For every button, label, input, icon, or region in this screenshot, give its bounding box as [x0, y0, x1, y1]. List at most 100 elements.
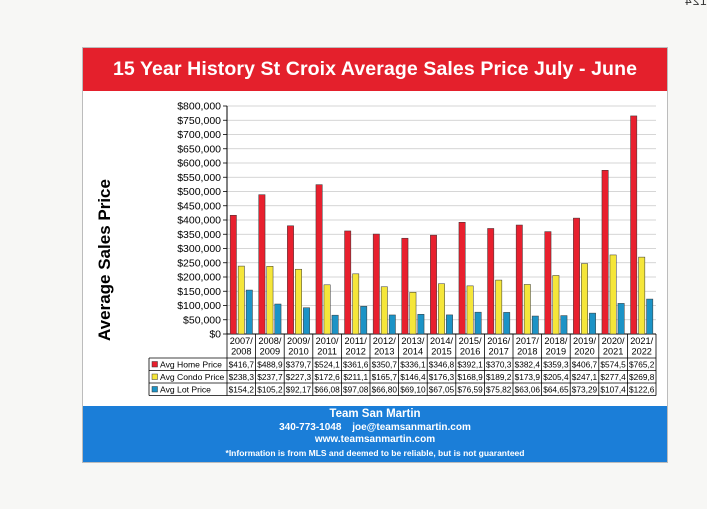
bar-avg-home-price: [229, 214, 237, 335]
bar-avg-home-price: [458, 222, 466, 335]
data-label: $76,59: [457, 385, 483, 395]
footer-banner: Team San Martin 340-773-1048 joe@teamsan…: [83, 406, 667, 462]
x-category-label: 2014/: [430, 336, 453, 346]
data-label: $237,7: [257, 372, 283, 382]
data-label: $92,17: [286, 385, 312, 395]
bar-avg-home-price: [315, 184, 323, 335]
x-category-label: 2013: [374, 347, 394, 357]
data-label: $205,4: [543, 372, 569, 382]
y-tick-label: $250,000: [177, 257, 221, 269]
data-label: $350,7: [372, 360, 398, 370]
data-label: $122,6: [629, 385, 655, 395]
data-label: $189,2: [486, 372, 512, 382]
data-label: $359,3: [543, 360, 569, 370]
data-label: $146,4: [400, 372, 426, 382]
data-label: $66,08: [314, 385, 340, 395]
data-label: $67,05: [429, 385, 455, 395]
data-label: $165,7: [372, 372, 398, 382]
bar-avg-home-price: [287, 225, 294, 335]
x-category-label: 2015: [431, 347, 451, 357]
data-label: $416,7: [229, 360, 255, 370]
x-category-label: 2017/: [516, 336, 539, 346]
bar-avg-condo-price: [266, 266, 274, 335]
bar-avg-lot-price: [417, 314, 425, 335]
x-category-label: 2008/: [258, 336, 281, 346]
x-category-label: 2019/: [573, 336, 596, 346]
bar-avg-condo-price: [609, 254, 617, 335]
website: www.teamsanmartin.com: [314, 434, 436, 445]
bar-avg-condo-price: [295, 268, 302, 335]
bar-avg-home-price: [401, 237, 409, 335]
bar-avg-condo-price: [323, 284, 331, 335]
data-label: $406,7: [572, 360, 598, 370]
x-category-label: 2021: [603, 347, 623, 357]
bar-avg-condo-price: [495, 279, 503, 335]
bar-avg-lot-price: [531, 315, 539, 335]
x-category-label: 2018: [517, 347, 537, 357]
data-label: $64,65: [543, 385, 569, 395]
bar-avg-condo-price: [352, 273, 360, 335]
phone-number: 340-773-1048: [279, 422, 342, 433]
data-label: $105,2: [257, 385, 283, 395]
y-tick-label: $300,000: [177, 243, 221, 255]
bar-avg-condo-price: [237, 265, 245, 335]
x-category-label: 2007/: [230, 336, 253, 346]
data-label: $336,1: [400, 360, 426, 370]
bar-avg-lot-price: [446, 314, 453, 335]
x-category-label: 2009/: [287, 336, 310, 346]
x-category-label: 2008: [231, 347, 251, 357]
bar-avg-lot-price: [331, 314, 339, 335]
x-category-label: 2022: [631, 347, 651, 357]
x-category-label: 2012/: [373, 336, 396, 346]
y-tick-label: $550,000: [177, 172, 221, 184]
data-label: $379,7: [286, 360, 312, 370]
bar-avg-home-price: [258, 194, 266, 335]
y-tick-label: $500,000: [177, 186, 221, 198]
x-category-label: 2019: [546, 347, 566, 357]
data-label: $154,2: [229, 385, 255, 395]
contact-line: 340-773-1048 joe@teamsanmartin.com: [83, 422, 667, 434]
chart-card: 15 Year History St Croix Average Sales P…: [82, 47, 668, 463]
bar-avg-home-price: [487, 228, 495, 335]
bar-avg-home-price: [430, 234, 437, 335]
x-category-label: 2020: [574, 347, 594, 357]
y-tick-label: $800,000: [177, 101, 221, 113]
data-label: $75,82: [486, 385, 512, 395]
legend-entry: Avg Home Price: [160, 360, 222, 370]
bar-avg-home-price: [630, 115, 638, 335]
data-label: $66,80: [372, 385, 398, 395]
bar-avg-lot-price: [388, 314, 396, 335]
bar-avg-lot-price: [474, 311, 482, 335]
y-tick-label: $750,000: [177, 115, 221, 127]
team-name: Team San Martin: [329, 408, 421, 420]
data-label: $370,3: [486, 360, 512, 370]
page-number: 124: [683, 0, 707, 8]
x-category-label: 2018/: [544, 336, 567, 346]
x-category-label: 2011: [317, 347, 337, 357]
bar-avg-home-price: [372, 233, 380, 335]
bar-avg-lot-price: [245, 289, 253, 335]
y-tick-label: $400,000: [177, 215, 221, 227]
x-category-label: 2013/: [401, 336, 424, 346]
data-label: $107,4: [600, 385, 626, 395]
bar-avg-condo-price: [581, 263, 588, 335]
data-label: $63,06: [515, 385, 541, 395]
bar-avg-condo-price: [438, 283, 445, 335]
data-label: $173,9: [515, 372, 541, 382]
x-category-label: 2016/: [487, 336, 510, 346]
x-category-label: 2010: [288, 347, 308, 357]
data-label: $765,2: [629, 360, 655, 370]
data-label: $176,3: [429, 372, 455, 382]
data-label: $238,3: [229, 372, 255, 382]
y-tick-label: $100,000: [177, 300, 221, 312]
data-label: $269,8: [629, 372, 655, 382]
bar-avg-condo-price: [409, 292, 417, 335]
bar-chart: $0 $50,000 $100,000 $150,000 $200,000 $250,00…: [148, 101, 657, 396]
data-label: $73,29: [572, 385, 598, 395]
x-category-label: 2016: [460, 347, 480, 357]
bar-avg-home-price: [544, 231, 552, 335]
bar-avg-home-price: [515, 224, 523, 335]
bar-avg-condo-price: [523, 284, 531, 335]
data-label: $211,1: [343, 372, 368, 382]
x-category-label: 2012: [345, 347, 365, 357]
